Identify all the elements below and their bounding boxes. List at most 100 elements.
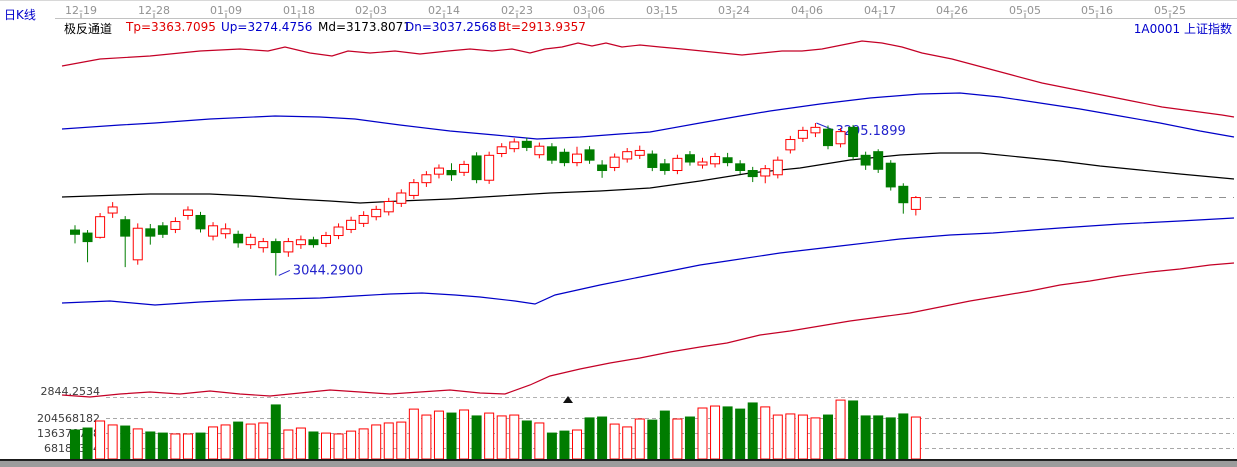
volume-bar (283, 429, 294, 460)
candle (120, 216, 131, 268)
candle-body (70, 229, 80, 235)
candle (82, 230, 93, 263)
volume-bar (471, 415, 482, 460)
volume-bar (145, 431, 156, 460)
candle-body (358, 214, 369, 224)
volume-bar (797, 414, 808, 460)
candle (684, 151, 695, 166)
date-tick-label: 03-24 (718, 4, 750, 17)
candle-body (208, 225, 219, 237)
candle-body (270, 241, 281, 254)
annotations: 3044.2900 3295.1899 (278, 122, 906, 278)
candle-body (848, 126, 859, 158)
volume-bar (295, 427, 306, 460)
candle-body (735, 163, 746, 172)
candle (283, 237, 294, 257)
candle (70, 225, 80, 244)
low-annotation-connector (278, 269, 291, 276)
candle (735, 160, 746, 175)
volume-bar (597, 416, 608, 460)
volume-bar (245, 423, 256, 460)
candle-body (597, 164, 608, 172)
candle (898, 183, 909, 214)
candle-body (684, 154, 695, 163)
candle-body (295, 239, 306, 246)
volume-bar (258, 422, 269, 460)
volume-bar (810, 417, 821, 460)
date-tick-label: 02-23 (501, 4, 533, 17)
volume-bar (898, 413, 909, 460)
candle (622, 148, 633, 163)
volume-bar (70, 429, 80, 460)
volume-bar (220, 424, 231, 460)
candle-body (471, 155, 482, 181)
volume-bar (521, 420, 532, 460)
candle (270, 238, 281, 276)
candle-body (182, 209, 193, 216)
volume-bar (760, 406, 771, 460)
candle (860, 151, 871, 170)
candle (873, 149, 884, 173)
candle (835, 127, 846, 148)
candle-body (245, 236, 256, 246)
date-tick-label: 05-05 (1009, 4, 1041, 17)
candle (433, 164, 444, 179)
candle-body (910, 197, 921, 210)
candle-body (572, 153, 582, 164)
candle-body (559, 151, 570, 164)
volume-bar (195, 432, 206, 460)
candle-body (835, 131, 846, 145)
period-mode-label[interactable]: 日K线 (4, 8, 36, 22)
candle (321, 231, 331, 248)
candle-body (898, 185, 909, 204)
horizontal-scrollbar[interactable] (0, 460, 1237, 467)
candle (371, 205, 382, 221)
candle (471, 152, 482, 184)
date-tick-label: 04-26 (936, 4, 968, 17)
symbol-name-label[interactable]: 1A0001 上证指数 (1133, 22, 1232, 36)
volume-bar (333, 433, 344, 460)
candle-body (408, 182, 419, 196)
volume-bar (609, 423, 620, 460)
candle-body (157, 225, 168, 235)
date-tick-label: 12-28 (138, 4, 170, 17)
candle-body (484, 154, 495, 181)
channel-line-tp (61, 40, 1235, 118)
candle-body (421, 174, 432, 184)
candle-body (760, 168, 771, 177)
candle (722, 152, 733, 167)
volume-bar (835, 399, 846, 460)
volume-bar (697, 407, 708, 460)
volume-bar (873, 415, 884, 460)
candle-body (95, 216, 106, 238)
volume-bar (860, 415, 871, 460)
candle (848, 124, 859, 161)
candle-body (82, 232, 93, 243)
indicator-name-label[interactable]: 极反通道 (64, 22, 113, 36)
volume-bar (684, 416, 695, 460)
candle (107, 202, 118, 218)
volume-bar (496, 415, 507, 460)
candle-body (647, 153, 658, 168)
candle-body (132, 227, 143, 261)
candle-body (697, 161, 708, 166)
volume-bar (546, 432, 557, 460)
volume-bar (785, 413, 796, 460)
candle-body (797, 129, 808, 139)
volume-bar (823, 414, 833, 460)
volume-axis-label-1: 204568182 (37, 412, 100, 425)
volume-bar (132, 428, 143, 460)
candle-body (396, 192, 407, 204)
candle (823, 125, 833, 150)
volume-bar (346, 430, 357, 460)
channel-line-up (61, 92, 1235, 140)
candle (295, 235, 306, 249)
volume-bar (747, 402, 758, 460)
volume-bar (634, 418, 645, 460)
top-axis (55, 13, 1237, 19)
candle (659, 158, 670, 175)
indicator-md-value: Md=3173.8071 (318, 20, 411, 34)
volume-bar (559, 430, 570, 460)
